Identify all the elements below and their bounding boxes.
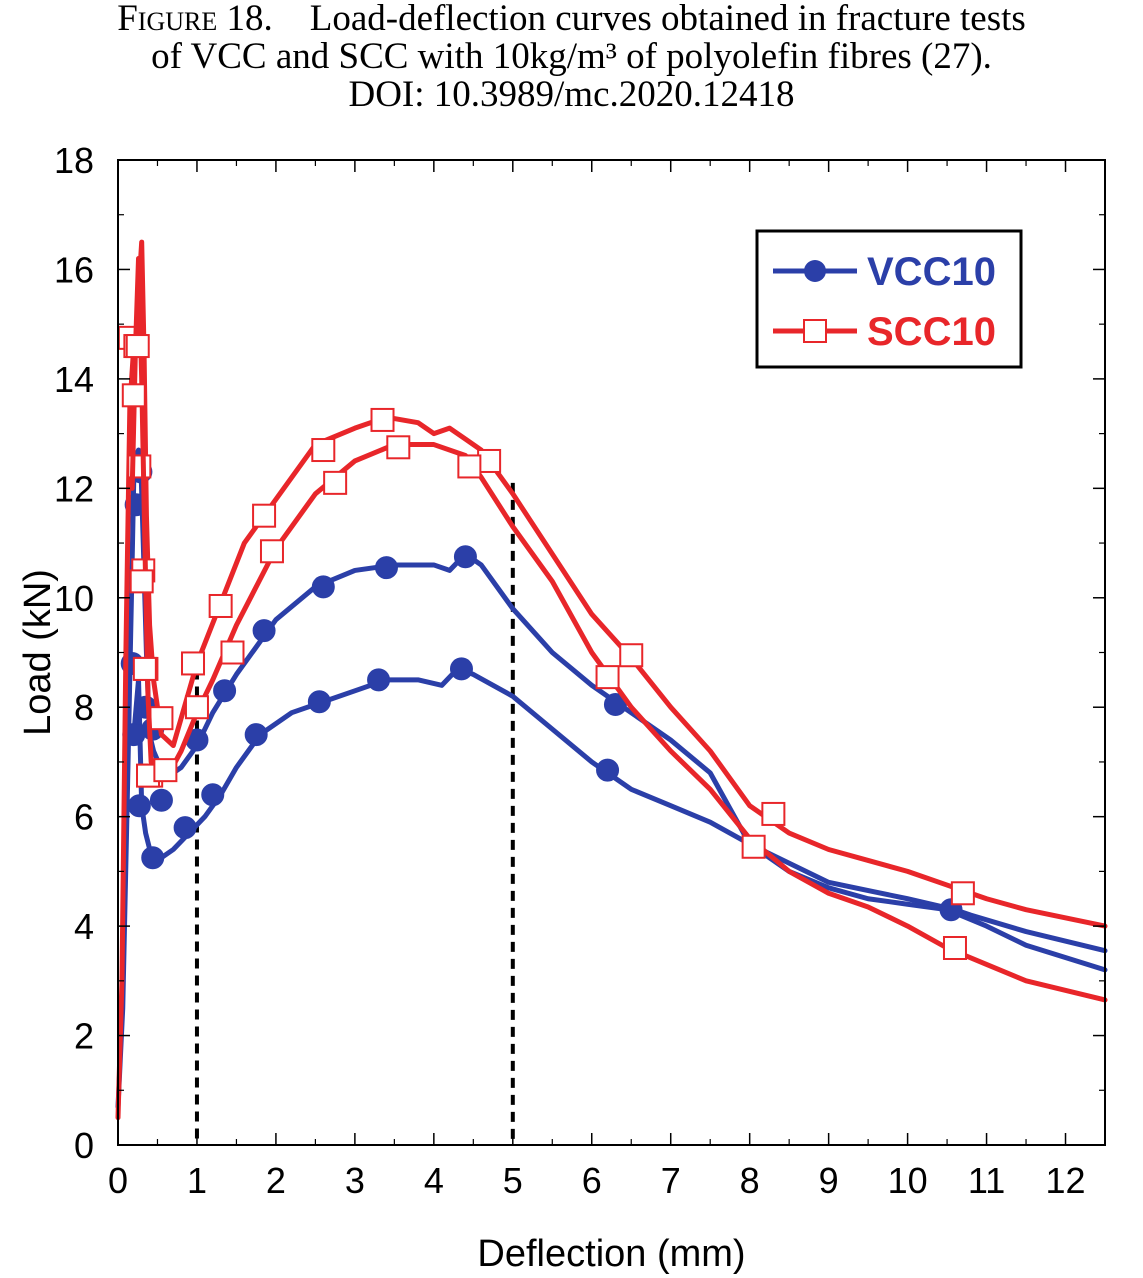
series-curve-3 <box>121 256 1108 1003</box>
data-point <box>208 593 233 618</box>
data-point <box>129 569 154 594</box>
caption-line-1: Figure 18. Load-deflection curves obtain… <box>0 0 1143 38</box>
y-tick-labels: 0 2 4 6 8 10 12 14 16 18 <box>54 140 94 1166</box>
data-point <box>374 556 398 580</box>
x-tick-labels: 0 1 2 3 4 5 6 7 8 9 10 11 12 <box>108 1160 1086 1201</box>
legend-entry-vcc10: VCC10 <box>773 250 996 294</box>
data-point <box>942 936 967 960</box>
data-point <box>149 706 174 731</box>
y-tick-label: 2 <box>74 1016 94 1057</box>
y-tick-label: 8 <box>74 687 94 728</box>
data-point <box>201 783 225 807</box>
x-tick-label: 9 <box>819 1160 839 1201</box>
data-point <box>149 788 173 812</box>
axis-ticks <box>117 159 1105 1146</box>
caption-line-2: of VCC and SCC with 10kg/m³ of polyolefi… <box>151 36 992 77</box>
data-point <box>127 794 151 818</box>
x-axis-title: Deflection (mm) <box>477 1233 745 1275</box>
data-point <box>595 665 620 690</box>
x-tick-label: 2 <box>266 1160 286 1201</box>
data-point <box>453 545 477 569</box>
data-point <box>121 383 146 408</box>
y-tick-label: 12 <box>54 468 94 509</box>
data-point <box>213 679 237 703</box>
legend-box <box>755 229 1023 369</box>
x-tick-label: 10 <box>888 1160 928 1201</box>
data-point <box>153 758 178 783</box>
data-point <box>457 454 482 479</box>
series-layer <box>115 239 1108 1121</box>
data-point <box>125 334 150 359</box>
y-tick-label: 14 <box>54 359 94 400</box>
figure-label: Figure 18. <box>117 0 273 39</box>
figure-caption: Figure 18. Load-deflection curves obtain… <box>0 0 1143 114</box>
x-tick-label: 1 <box>187 1160 207 1201</box>
series-curve-1 <box>122 657 1108 973</box>
reference-lines <box>194 482 515 1145</box>
y-tick-label: 6 <box>74 797 94 838</box>
data-point <box>596 758 620 782</box>
data-point <box>132 656 157 681</box>
legend-marker <box>803 319 827 343</box>
x-tick-label: 12 <box>1045 1160 1085 1201</box>
x-tick-label: 6 <box>582 1160 602 1201</box>
x-tick-label: 0 <box>108 1160 128 1201</box>
data-point <box>181 651 206 676</box>
y-tick-label: 4 <box>74 906 94 947</box>
x-tick-label: 7 <box>661 1160 681 1201</box>
y-tick-label: 18 <box>54 140 94 181</box>
data-point <box>311 575 335 599</box>
data-point <box>370 407 395 432</box>
data-point <box>307 690 331 714</box>
data-point <box>477 448 502 473</box>
data-point <box>950 881 975 906</box>
data-point <box>311 438 336 463</box>
legend: VCC10 SCC10 <box>755 229 1023 369</box>
data-point <box>252 619 276 643</box>
data-point <box>741 834 766 859</box>
legend-entry-scc10: SCC10 <box>773 310 996 354</box>
x-tick-label: 4 <box>424 1160 444 1201</box>
series-line <box>131 666 1108 973</box>
data-point <box>173 816 197 840</box>
data-point <box>449 657 473 681</box>
caption-line-1-text: Load-deflection curves obtained in fract… <box>309 0 1026 39</box>
y-tick-label: 10 <box>54 578 94 619</box>
y-tick-label: 16 <box>54 249 94 290</box>
data-point <box>244 723 268 747</box>
legend-entries: VCC10 SCC10 <box>773 250 996 354</box>
data-point <box>220 640 245 665</box>
data-point <box>259 539 284 564</box>
legend-label: VCC10 <box>867 250 996 294</box>
x-tick-label: 11 <box>968 1160 1005 1201</box>
x-tick-label: 3 <box>345 1160 365 1201</box>
legend-marker <box>804 260 826 282</box>
x-tick-label: 8 <box>740 1160 760 1201</box>
data-point <box>252 503 277 528</box>
data-point <box>761 801 786 826</box>
caption-line-3: DOI: 10.3989/mc.2020.12418 <box>348 74 795 115</box>
data-point <box>619 643 644 668</box>
y-axis-title: Load (kN) <box>17 569 59 736</box>
data-point <box>386 435 411 460</box>
data-point <box>367 668 391 692</box>
data-point <box>141 846 165 870</box>
data-point <box>323 470 348 495</box>
legend-label: SCC10 <box>867 310 996 354</box>
y-tick-label: 0 <box>74 1125 94 1166</box>
data-point <box>184 695 209 720</box>
series-line <box>129 256 1108 1003</box>
x-tick-label: 5 <box>503 1160 523 1201</box>
